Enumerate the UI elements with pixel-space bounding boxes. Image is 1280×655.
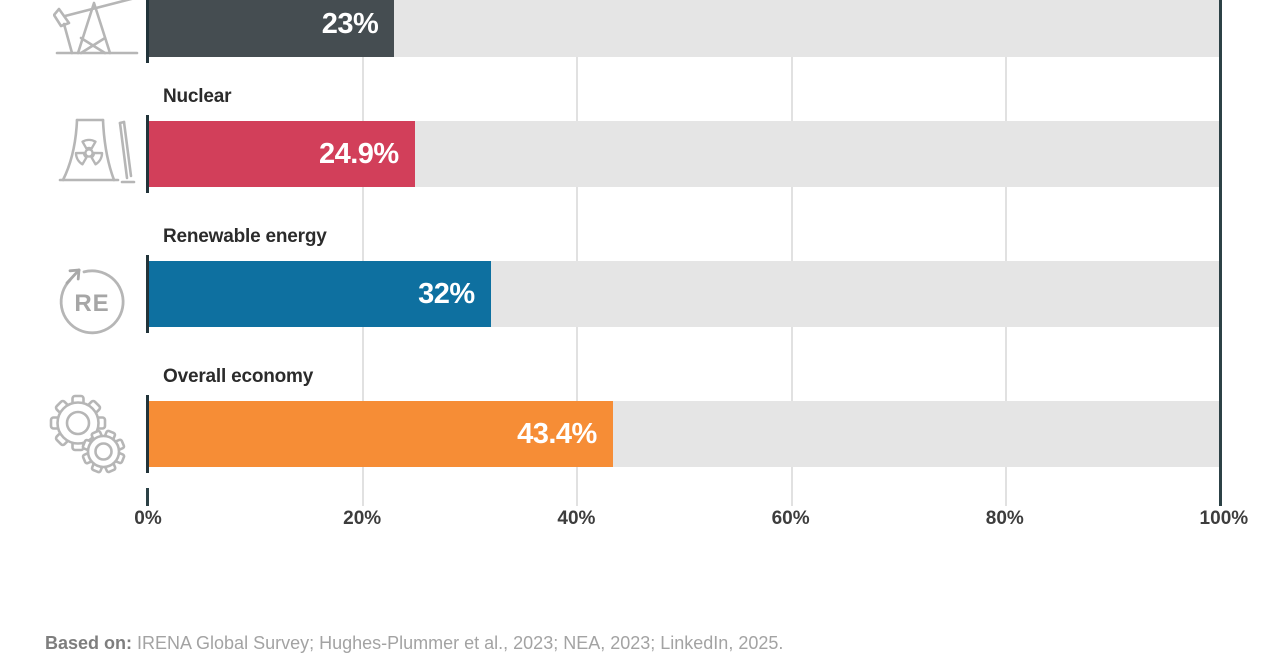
bar-start-tick	[146, 115, 149, 193]
bar-start-tick	[146, 0, 149, 63]
source-note-prefix: Based on:	[45, 633, 133, 653]
x-axis-tick-label-100: 100%	[1199, 508, 1249, 529]
renewable-energy-icon: RE	[48, 256, 136, 344]
svg-text:RE: RE	[74, 290, 109, 317]
x-axis-tick-label-0: 0%	[134, 508, 162, 529]
bar-value-label: 23%	[321, 7, 379, 40]
nuclear-plant-icon	[50, 112, 138, 196]
oil-pumpjack-icon	[53, 0, 141, 58]
axis-line-100	[1219, 0, 1222, 506]
gridline-20	[362, 0, 365, 506]
x-axis-tick-label-40: 40%	[557, 508, 596, 529]
gridline-60	[790, 0, 793, 506]
bar-start-tick	[146, 255, 149, 333]
source-note: Based on: IRENA Global Survey; Hughes-Pl…	[45, 632, 783, 655]
bar-category-label: Nuclear	[163, 86, 232, 107]
x-axis-tick-label-60: 60%	[771, 508, 810, 529]
gears-icon	[40, 390, 132, 482]
gridline-80	[1004, 0, 1007, 506]
bar-value-label: 24.9%	[318, 137, 399, 170]
plot-area: 23% Nuclear 24.9% Renewable energy 32% O…	[134, 0, 1248, 650]
source-note-text: IRENA Global Survey; Hughes-Plummer et a…	[132, 633, 784, 653]
x-axis-tick-label-80: 80%	[985, 508, 1024, 529]
axis-tick-0	[146, 488, 149, 506]
bar-start-tick	[146, 395, 149, 473]
bar-segment: 43.4%	[148, 401, 613, 467]
small-gear	[81, 429, 126, 474]
bar-category-label: Overall economy	[163, 366, 314, 387]
x-axis-tick-label-20: 20%	[343, 508, 382, 529]
bar-value-label: 43.4%	[517, 417, 597, 450]
bar-category-label: Renewable energy	[163, 226, 327, 247]
gridline-40	[576, 0, 579, 506]
bar-segment: 23%	[148, 0, 395, 57]
bar-value-label: 32%	[418, 277, 475, 310]
bar-segment: 24.9%	[148, 121, 415, 187]
bar-segment: 32%	[148, 261, 491, 327]
